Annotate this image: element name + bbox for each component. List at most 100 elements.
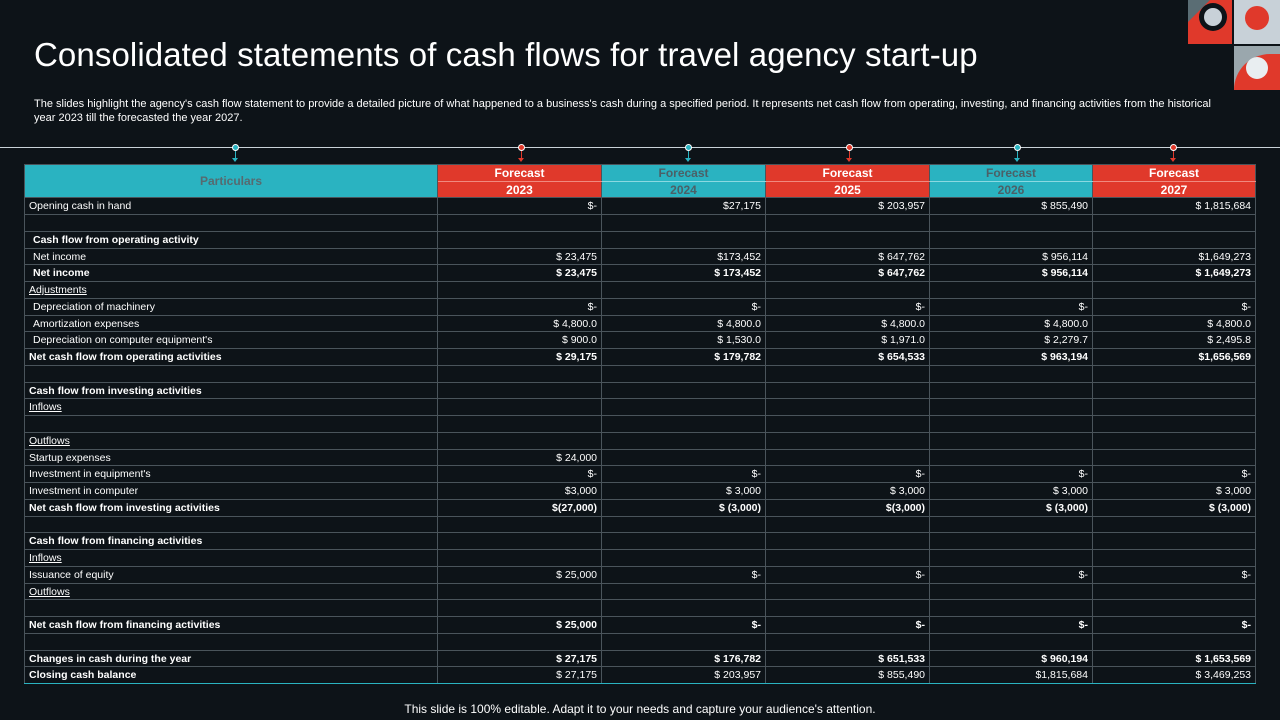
- cell-value: [1092, 582, 1256, 601]
- cell-value: $-: [601, 297, 766, 316]
- cell-value: $ 4,800.0: [1092, 314, 1256, 333]
- cell-value: $-: [929, 465, 1093, 484]
- cell-value: [437, 398, 602, 417]
- cell-value: [437, 364, 602, 383]
- cell-value: [1092, 448, 1256, 467]
- table-row: Cash flow from operating activity: [24, 230, 1256, 249]
- timeline-marker-arrow: [1170, 158, 1176, 162]
- slide-title: Consolidated statements of cash flows fo…: [34, 36, 978, 73]
- row-label: Investment in computer: [24, 482, 438, 500]
- cell-value: [1092, 599, 1256, 618]
- row-label: Amortization expenses: [24, 314, 438, 333]
- cell-value: [765, 214, 930, 232]
- cell-value: [765, 431, 930, 450]
- cell-value: $-: [765, 565, 930, 584]
- row-label: Opening cash in hand: [24, 197, 438, 216]
- cell-value: $ 4,800.0: [765, 314, 930, 333]
- row-label: Depreciation of machinery: [24, 297, 438, 316]
- cell-value: $ 956,114: [929, 264, 1093, 283]
- cell-value: $ 27,175: [437, 666, 602, 685]
- cell-value: [1092, 415, 1256, 433]
- row-label: Adjustments: [24, 281, 438, 299]
- cell-value: [765, 599, 930, 618]
- cell-value: [929, 431, 1093, 450]
- table-row: Outflows: [24, 431, 1256, 450]
- year-header-2026: 2026: [929, 180, 1093, 199]
- cell-value: [929, 448, 1093, 467]
- cell-value: [929, 532, 1093, 551]
- cell-value: $ 25,000: [437, 565, 602, 584]
- row-label: Cash flow from investing activities: [24, 381, 438, 400]
- cell-value: $ 203,957: [601, 666, 766, 685]
- row-label: Cash flow from operating activity: [24, 230, 438, 249]
- cell-value: [437, 281, 602, 299]
- cell-value: $ 647,762: [765, 247, 930, 266]
- row-label: Net cash flow from financing activities: [24, 616, 438, 634]
- cell-value: [601, 582, 766, 601]
- timeline-marker-stem: [1017, 151, 1018, 160]
- slide-description: The slides highlight the agency's cash f…: [34, 98, 1211, 124]
- cell-value: [437, 381, 602, 400]
- forecast-label-2026: Forecast: [929, 164, 1093, 182]
- cell-value: [929, 281, 1093, 299]
- cell-value: $ 2,495.8: [1092, 331, 1256, 350]
- cell-value: $ 1,530.0: [601, 331, 766, 350]
- row-label: Startup expenses: [24, 448, 438, 467]
- cell-value: [601, 515, 766, 534]
- cell-value: $-: [765, 616, 930, 634]
- cell-value: [765, 632, 930, 651]
- timeline-marker-stem: [688, 151, 689, 160]
- cell-value: $ 1,815,684: [1092, 197, 1256, 216]
- timeline-marker-dot: [1014, 144, 1021, 151]
- cell-value: [601, 448, 766, 467]
- cell-value: $ 179,782: [601, 348, 766, 366]
- year-header-2025: 2025: [765, 180, 930, 199]
- table-row: Changes in cash during the year $ 27,175 $…: [24, 649, 1256, 668]
- row-label: Changes in cash during the year: [24, 649, 438, 668]
- timeline-marker-stem: [235, 151, 236, 160]
- cell-value: $1,815,684: [929, 666, 1093, 685]
- cell-value: $ 203,957: [765, 197, 930, 216]
- cell-value: $ 176,782: [601, 649, 766, 668]
- cell-value: $ 3,469,253: [1092, 666, 1256, 685]
- row-label: Net income: [24, 264, 438, 283]
- table-row: Net cash flow from financing activities $…: [24, 616, 1256, 634]
- cell-value: $ 3,000: [929, 482, 1093, 500]
- timeline-line: [0, 147, 1280, 148]
- table-row: Adjustments: [24, 281, 1256, 299]
- table-row: [24, 214, 1256, 232]
- cell-value: [929, 599, 1093, 618]
- cell-value: [437, 549, 602, 567]
- cell-value: $ 2,279.7: [929, 331, 1093, 350]
- table-row: Amortization expenses $ 4,800.0 $ 4,800.0 $…: [24, 314, 1256, 333]
- cell-value: $ 654,533: [765, 348, 930, 366]
- particulars-header: Particulars: [24, 163, 438, 199]
- cell-value: [1092, 515, 1256, 534]
- year-header-2023: 2023: [437, 180, 602, 199]
- timeline-marker-arrow: [1014, 158, 1020, 162]
- forecast-label-2027: Forecast: [1092, 164, 1256, 182]
- cell-value: [601, 230, 766, 249]
- row-label: Inflows: [24, 398, 438, 417]
- table-row: [24, 364, 1256, 383]
- table-row: Net income $ 23,475 $173,452 $ 647,762 $ 956…: [24, 247, 1256, 266]
- timeline-marker-arrow: [846, 158, 852, 162]
- row-label: Cash flow from financing activities: [24, 532, 438, 551]
- forecast-label-2024: Forecast: [601, 164, 766, 182]
- row-label: Inflows: [24, 549, 438, 567]
- table-row: [24, 632, 1256, 651]
- row-label: Net cash flow from operating activities: [24, 348, 438, 366]
- cell-value: $-: [1092, 465, 1256, 484]
- timeline-marker-dot: [685, 144, 692, 151]
- table-row: Startup expenses $ 24,000: [24, 448, 1256, 467]
- cell-value: $-: [929, 616, 1093, 634]
- cell-value: [765, 381, 930, 400]
- cell-value: $ 647,762: [765, 264, 930, 283]
- cell-value: $-: [437, 197, 602, 216]
- cell-value: [1092, 632, 1256, 651]
- cell-value: $ 4,800.0: [601, 314, 766, 333]
- cell-value: [765, 532, 930, 551]
- row-label: [24, 364, 438, 383]
- timeline-marker-arrow: [518, 158, 524, 162]
- row-label: [24, 632, 438, 651]
